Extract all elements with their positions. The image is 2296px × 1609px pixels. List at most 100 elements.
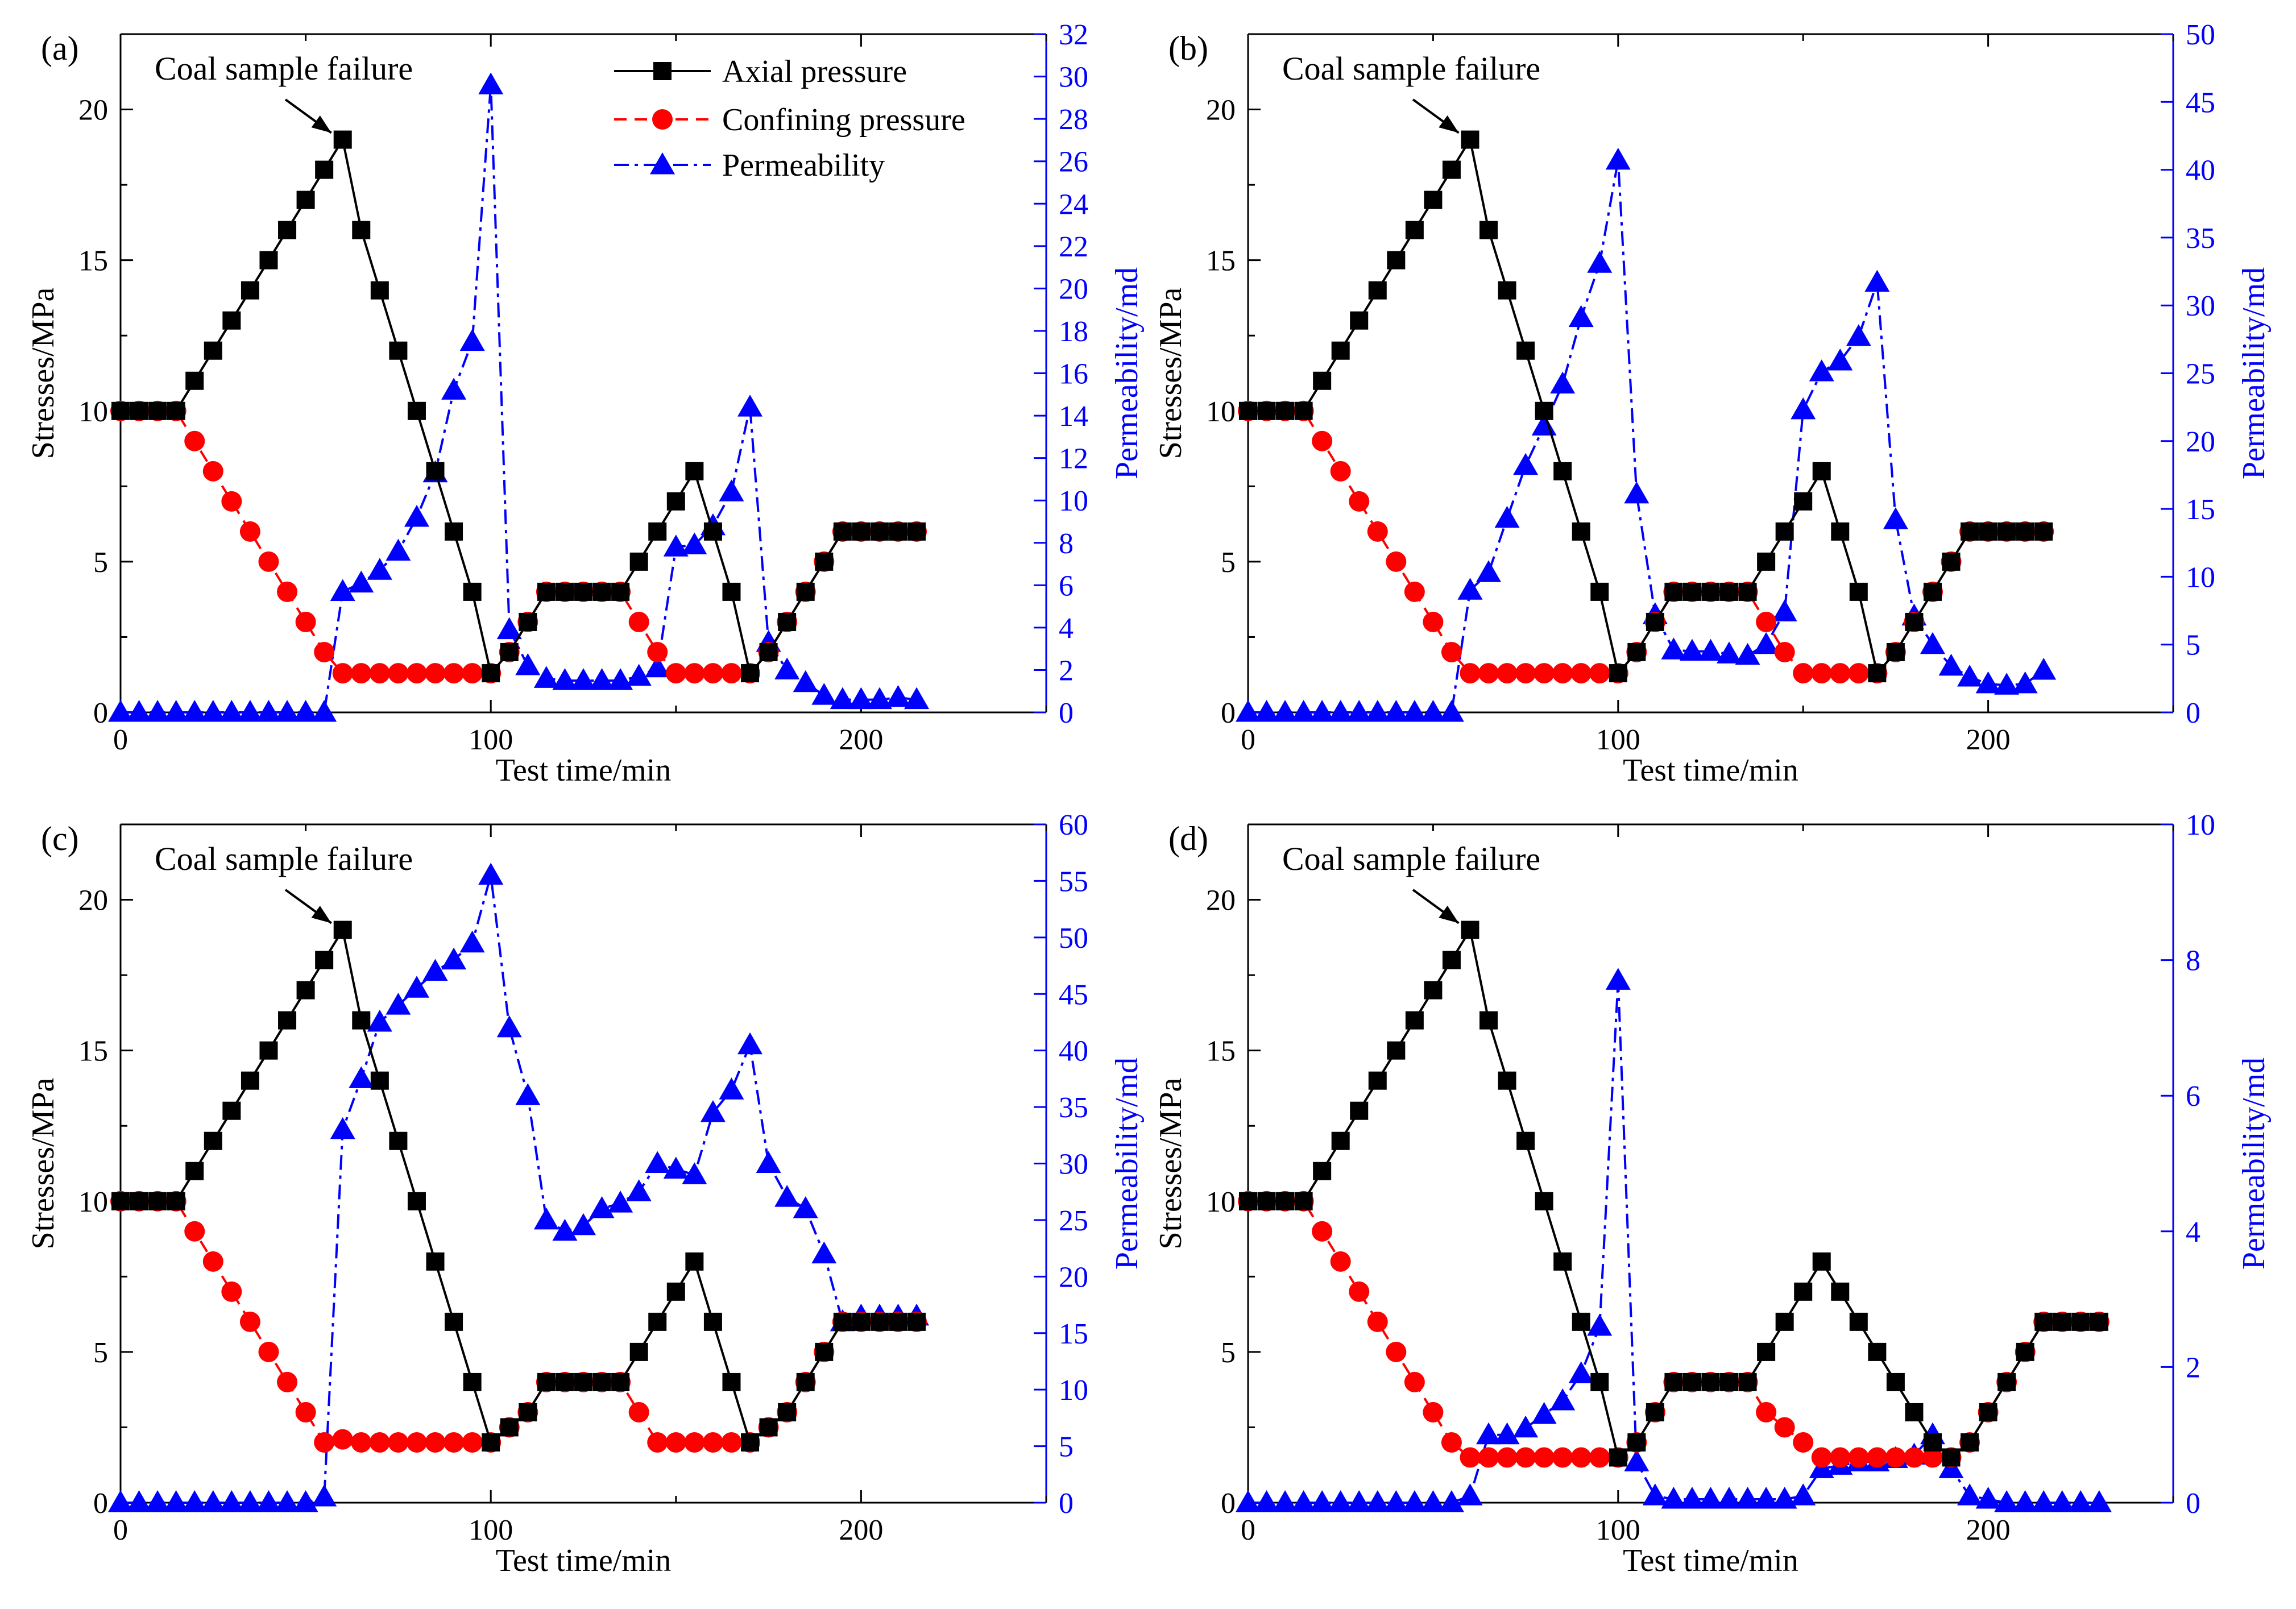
data-point-confining-pressure: [1552, 663, 1573, 684]
data-point-axial-pressure: [1627, 642, 1646, 661]
data-point-permeability: [349, 570, 374, 593]
data-point-confining-pressure: [184, 430, 205, 451]
data-point-confining-pressure: [184, 1221, 205, 1242]
y-tick-label: 15: [1206, 245, 1236, 277]
data-point-permeability: [1883, 507, 1908, 529]
data-point-axial-pressure: [1905, 612, 1924, 631]
data-point-permeability: [404, 505, 429, 527]
data-point-axial-pressure: [333, 920, 352, 939]
data-point-permeability: [663, 1156, 689, 1179]
data-point-confining-pressure: [647, 641, 668, 662]
data-point-axial-pressure: [907, 522, 926, 541]
data-point-confining-pressure: [239, 1311, 260, 1332]
data-point-confining-pressure: [239, 521, 260, 542]
data-point-axial-pressure: [1942, 1448, 1961, 1467]
data-point-confining-pressure: [314, 1432, 335, 1453]
data-point-permeability: [1772, 1487, 1797, 1509]
data-point-permeability: [163, 1490, 189, 1512]
y2-tick-label: 20: [1059, 1261, 1088, 1293]
data-point-permeability: [2012, 671, 2038, 694]
legend-marker-permeability: [650, 152, 675, 175]
data-point-confining-pressure: [1330, 1251, 1351, 1272]
data-point-permeability: [571, 668, 596, 690]
y-tick-label: 10: [1206, 396, 1236, 428]
data-point-confining-pressure: [721, 1432, 742, 1453]
y2-tick-label: 35: [1059, 1092, 1088, 1124]
data-point-axial-pressure: [1516, 341, 1535, 360]
data-point-axial-pressure: [592, 582, 611, 601]
data-point-confining-pressure: [388, 1432, 409, 1453]
data-point-permeability: [2086, 1490, 2112, 1512]
data-point-permeability: [256, 700, 281, 722]
data-point-permeability: [200, 1490, 226, 1512]
data-point-confining-pressure: [351, 663, 372, 684]
data-point-permeability: [737, 395, 763, 417]
x-axis-title: Test time/min: [1623, 753, 1798, 788]
y2-tick-label: 55: [1059, 865, 1088, 898]
x-tick-label: 100: [1596, 1514, 1640, 1546]
data-point-permeability: [830, 687, 855, 710]
data-point-permeability: [1661, 637, 1686, 660]
data-point-permeability: [533, 666, 559, 688]
data-point-axial-pressure: [204, 341, 222, 360]
data-point-axial-pressure: [1387, 1041, 1406, 1060]
failure-annotation: Coal sample failure: [155, 50, 413, 87]
series-group: [108, 72, 930, 722]
data-point-axial-pressure: [407, 401, 426, 420]
y-axis-title: Stresses/MPa: [1153, 1077, 1188, 1249]
data-point-confining-pressure: [1793, 663, 1814, 684]
data-point-axial-pressure: [111, 401, 130, 420]
data-point-confining-pressure: [202, 1251, 223, 1272]
data-point-permeability: [1624, 1449, 1650, 1471]
data-point-confining-pressure: [277, 1371, 298, 1392]
data-point-permeability: [219, 1490, 244, 1512]
data-point-permeability: [1938, 653, 1964, 676]
data-point-permeability: [645, 1151, 670, 1173]
data-point-permeability: [1457, 578, 1483, 600]
data-point-permeability: [1975, 671, 2001, 694]
data-point-axial-pressure: [1442, 951, 1461, 969]
data-point-permeability: [1661, 1487, 1686, 1509]
data-point-confining-pressure: [721, 663, 742, 684]
y-tick-label: 10: [78, 396, 108, 428]
data-point-permeability: [1568, 305, 1594, 327]
data-point-permeability: [1642, 1483, 1668, 1506]
data-point-permeability: [1273, 700, 1298, 722]
data-point-permeability: [126, 1490, 152, 1512]
data-point-permeability: [1994, 673, 2020, 695]
y2-tick-label: 22: [1059, 231, 1088, 263]
annotation-arrow-head: [1439, 115, 1459, 133]
series-line-permeability: [1248, 160, 2045, 714]
data-point-axial-pressure: [796, 582, 815, 601]
data-point-permeability: [145, 700, 171, 722]
data-point-axial-pressure: [222, 311, 241, 330]
data-point-permeability: [275, 1490, 300, 1512]
data-point-permeability: [219, 700, 244, 722]
data-point-permeability: [182, 1490, 208, 1512]
data-point-permeability: [386, 993, 411, 1015]
y-tick-label: 20: [1206, 94, 1236, 127]
data-point-axial-pressure: [611, 1372, 630, 1391]
data-point-axial-pressure: [1294, 401, 1313, 420]
x-tick-label: 200: [839, 1514, 883, 1546]
series-line-confining-pressure: [1248, 409, 2044, 675]
data-point-permeability: [533, 1207, 559, 1230]
data-point-axial-pressure: [1961, 522, 1979, 541]
data-point-axial-pressure: [1609, 1448, 1627, 1467]
data-point-axial-pressure: [1572, 522, 1590, 541]
data-point-axial-pressure: [1313, 371, 1332, 390]
data-point-axial-pressure: [222, 1101, 241, 1120]
data-point-axial-pressure: [1294, 1192, 1313, 1210]
data-point-permeability: [793, 670, 818, 692]
data-point-permeability: [1291, 1490, 1316, 1512]
y2-tick-label: 15: [1059, 1318, 1088, 1350]
y2-tick-label: 40: [2186, 155, 2215, 187]
data-point-confining-pressure: [1534, 663, 1555, 684]
data-point-axial-pressure: [1794, 492, 1813, 511]
data-point-axial-pressure: [870, 522, 889, 541]
data-point-axial-pressure: [241, 281, 259, 300]
data-point-axial-pressure: [703, 522, 722, 541]
y-tick-label: 0: [93, 697, 108, 729]
data-point-axial-pressure: [2016, 522, 2034, 541]
